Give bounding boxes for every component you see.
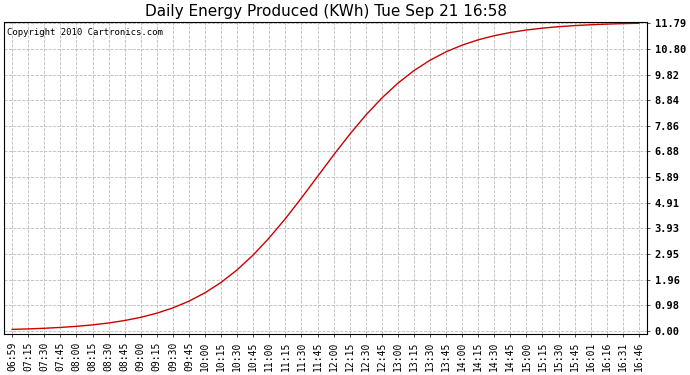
Text: Copyright 2010 Cartronics.com: Copyright 2010 Cartronics.com — [8, 28, 164, 37]
Title: Daily Energy Produced (KWh) Tue Sep 21 16:58: Daily Energy Produced (KWh) Tue Sep 21 1… — [145, 4, 506, 19]
